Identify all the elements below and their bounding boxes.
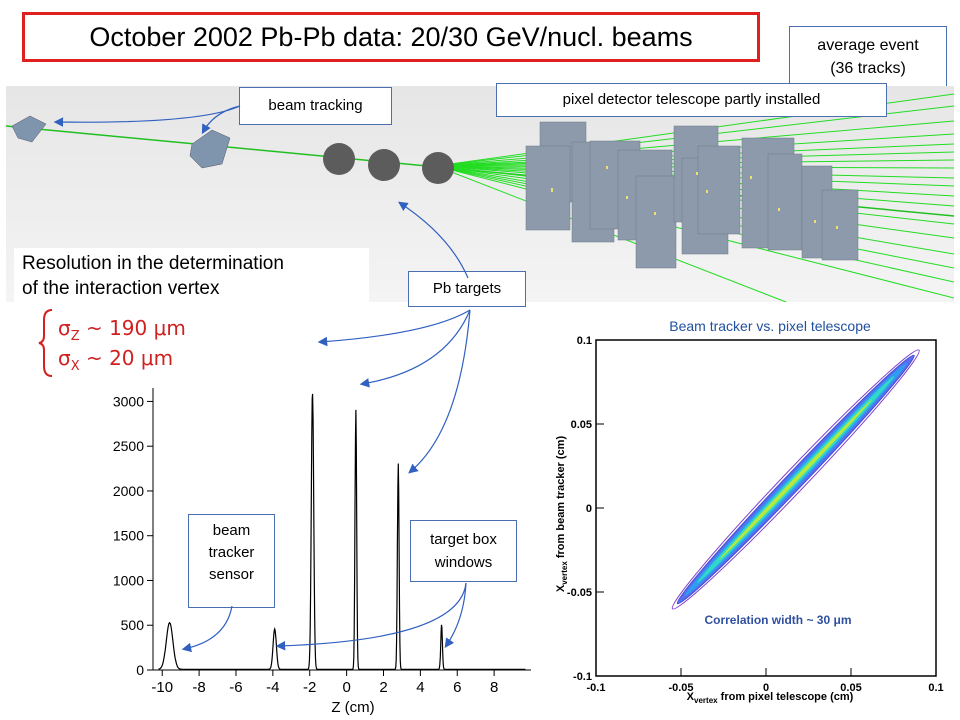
z-histogram: -10 -8 -6 -4 -2 0 2 4 6 8 0 500 1000 1500 2000 2500 3000… [113, 388, 531, 716]
z-xtick-label: 0 [342, 679, 350, 696]
beam-tracking-label: beam tracking [239, 87, 392, 125]
z-xtick-label: 6 [453, 679, 461, 696]
z-xtick-label: -4 [266, 679, 279, 696]
resolution-line2: of the interaction vertex [22, 278, 220, 299]
z-xtick-label: -6 [229, 679, 242, 696]
arrow-beam-tracking-2 [201, 105, 241, 135]
z-ytick-label: 0 [136, 662, 144, 678]
z-ytick-label: 500 [121, 617, 145, 633]
sigma-x-subscript: X [70, 359, 80, 374]
z-distribution-curve [158, 393, 526, 670]
beam-tracker-sensor-1 [11, 115, 47, 143]
sigma-z-value: ~ 190 μm [85, 316, 186, 340]
arrow-target-window-1 [275, 582, 467, 651]
sigma-x-symbol: σ [58, 346, 71, 370]
correlation-contour-4 [719, 399, 873, 560]
average-event-line1: average event [817, 37, 919, 54]
corr-ytick-label: -0.1 [573, 671, 592, 683]
pb-target-2 [368, 149, 400, 181]
average-event-note: average event (36 tracks) [789, 26, 947, 88]
corr-ytick-label: 0.1 [577, 335, 592, 347]
arrow-pb-targets-photo [397, 201, 469, 279]
arrow-target-window-2 [444, 582, 467, 648]
beam-tracker-sensor-line3: sensor [208, 566, 255, 583]
target-box-windows-line1: target box [430, 531, 497, 548]
correlation-contour-0 [671, 349, 920, 610]
sigma-z-symbol: σ [58, 316, 71, 340]
sigma-x-value: ~ 20 μm [85, 346, 174, 370]
z-ytick-label: 2000 [113, 483, 144, 499]
z-xtick-label: 4 [416, 679, 424, 696]
beam-tracker-sensor-2 [189, 129, 231, 169]
pixel-hits [551, 166, 838, 229]
arrow-pb-target-3 [408, 309, 471, 474]
target-box-windows-label: target box windows [410, 520, 517, 582]
sigma-z-line: σZ ~ 190 μm [58, 316, 186, 344]
beam-tracker-sensor-line2: tracker [208, 544, 255, 561]
corr-xtick-label: 0.05 [840, 682, 861, 694]
z-xtick-label: 2 [379, 679, 387, 696]
correlation-xlabel: Xvertex from pixel telescope (cm) [687, 691, 854, 705]
correlation-band [671, 349, 920, 610]
beam-tracker-sensor-line1: beam [212, 522, 251, 539]
beam-tracker-sensor-label: beam tracker sensor [188, 514, 275, 608]
corr-xtick-label: -0.1 [587, 682, 606, 694]
sigma-x-line: σX ~ 20 μm [58, 346, 173, 374]
slide-title: October 2002 Pb-Pb data: 20/30 GeV/nucl.… [22, 12, 760, 62]
resolution-heading: Resolution in the determination of the i… [14, 248, 369, 304]
correlation-plot-title: Beam tracker vs. pixel telescope [669, 318, 871, 334]
corr-xtick-label: 0 [763, 682, 769, 694]
z-xtick-label: 8 [490, 679, 498, 696]
target-box-windows-line2: windows [434, 554, 493, 571]
corr-ytick-label: 0 [586, 503, 592, 515]
arrow-beam-tracker-sensor [181, 605, 233, 653]
z-ytick-label: 2500 [113, 438, 144, 454]
z-ytick-label: 1500 [113, 528, 144, 544]
z-xtick-label: -2 [303, 679, 316, 696]
resolution-brace [38, 309, 53, 377]
corr-xtick-label: -0.05 [668, 682, 693, 694]
correlation-plot: Beam tracker vs. pixel telescope -0.1 -0.… [555, 318, 944, 705]
sigma-z-subscript: Z [70, 329, 80, 344]
z-ytick-label: 1000 [113, 572, 144, 588]
corr-xtick-label: 0.1 [928, 682, 943, 694]
pb-target-1 [323, 143, 355, 175]
arrow-pb-target-2 [359, 309, 471, 388]
corr-ytick-label: -0.05 [567, 587, 592, 599]
arrow-pb-target-1 [317, 309, 471, 347]
z-xtick-label: -8 [192, 679, 205, 696]
resolution-line1: Resolution in the determination [22, 253, 284, 274]
pixel-telescope-label: pixel detector telescope partly installe… [496, 83, 887, 117]
z-ytick-label: 3000 [113, 393, 144, 409]
correlation-annotation: Correlation width ~ 30 μm [704, 613, 851, 627]
correlation-ylabel: Xvertex from beam tracker (cm) [555, 436, 569, 593]
pb-target-3 [422, 152, 454, 184]
corr-ytick-label: 0.05 [571, 419, 592, 431]
average-event-line2: (36 tracks) [830, 60, 906, 77]
z-histogram-xlabel: Z (cm) [331, 699, 374, 716]
z-xtick-label: -10 [151, 679, 173, 696]
